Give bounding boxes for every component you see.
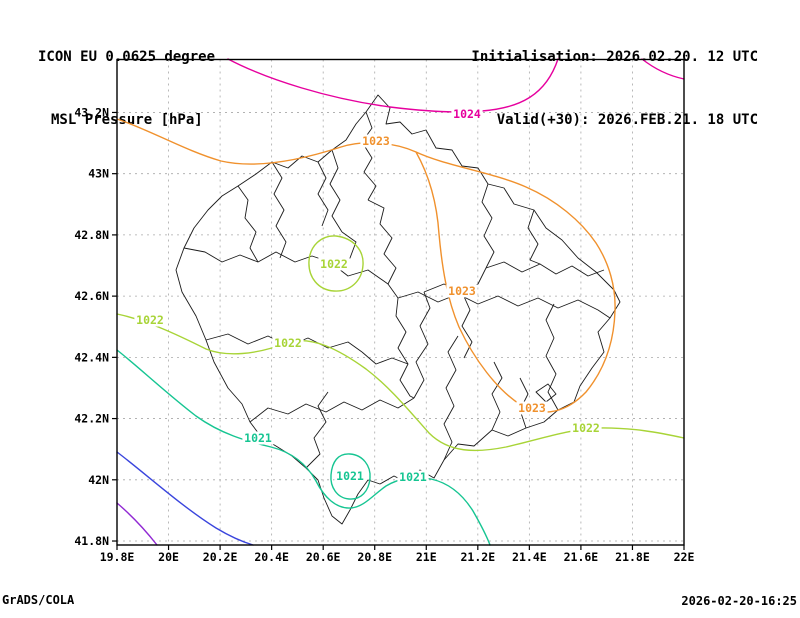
municipality-border bbox=[413, 291, 431, 399]
lon-tick-label: 20.8E bbox=[357, 550, 392, 564]
kosovo-border bbox=[175, 94, 621, 525]
init-time: Initialisation: 2026.02.20. 12 UTC bbox=[471, 49, 758, 65]
contour-1024 bbox=[227, 58, 559, 113]
contour-label: 1023 bbox=[448, 284, 476, 298]
municipality-border bbox=[271, 161, 287, 259]
lon-tick-label: 21E bbox=[416, 550, 437, 564]
lon-tick-label: 21.8E bbox=[615, 550, 650, 564]
contour-1019 bbox=[116, 502, 158, 546]
contour-label-bg bbox=[242, 431, 274, 445]
contour-label: 1021 bbox=[336, 469, 364, 483]
municipality-border bbox=[527, 209, 541, 265]
lat-tick-label: 42.2N bbox=[74, 412, 109, 426]
lon-tick-label: 19.8E bbox=[100, 550, 135, 564]
contour-label: 1021 bbox=[244, 431, 272, 445]
contour-label-bg bbox=[334, 469, 366, 483]
contour-label: 1024 bbox=[453, 107, 481, 121]
contour-label: 1022 bbox=[136, 313, 164, 327]
lon-tick-label: 20.6E bbox=[306, 550, 341, 564]
contour-label-bg bbox=[570, 421, 602, 435]
valid-time: Valid(+30): 2026.FEB.21. 18 UTC bbox=[496, 112, 758, 128]
contour-label: 1022 bbox=[320, 257, 348, 271]
municipality-border bbox=[545, 303, 559, 411]
municipality-border bbox=[491, 361, 503, 431]
contour-label: 1021 bbox=[399, 470, 427, 484]
municipality-border bbox=[481, 183, 495, 269]
lon-tick-label: 21.6E bbox=[564, 550, 599, 564]
municipality-border bbox=[397, 291, 611, 319]
lon-tick-label: 20E bbox=[158, 550, 179, 564]
contour-label-bg bbox=[397, 470, 429, 484]
lon-tick-label: 20.4E bbox=[254, 550, 289, 564]
municipality-border bbox=[367, 199, 399, 299]
municipality-border bbox=[485, 261, 605, 277]
lat-tick-label: 42.6N bbox=[74, 289, 109, 303]
contour-label-bg bbox=[451, 107, 483, 121]
lat-tick-label: 42.4N bbox=[74, 350, 109, 364]
contour-1021 bbox=[116, 349, 491, 546]
lat-tick-label: 42N bbox=[88, 473, 109, 487]
lon-tick-label: 20.2E bbox=[203, 550, 238, 564]
contour-label-bg bbox=[446, 284, 478, 298]
contour-1020 bbox=[116, 451, 254, 546]
municipality-border bbox=[317, 161, 329, 227]
contour-label-bg bbox=[360, 134, 392, 148]
contour-label: 1022 bbox=[572, 421, 600, 435]
contour-1024 bbox=[641, 58, 685, 80]
lon-tick-label: 21.2E bbox=[461, 550, 496, 564]
municipality-border bbox=[249, 397, 415, 423]
contour-label: 1023 bbox=[518, 401, 546, 415]
plot-frame bbox=[116, 58, 685, 546]
municipality-border bbox=[361, 111, 377, 201]
contour-label-bg bbox=[318, 257, 350, 271]
contour-label-bg bbox=[134, 313, 166, 327]
municipality-border bbox=[237, 185, 259, 263]
contour-label: 1022 bbox=[274, 336, 302, 350]
lat-tick-label: 42.8N bbox=[74, 228, 109, 242]
lon-tick-label: 22E bbox=[674, 550, 695, 564]
municipality-border bbox=[361, 351, 409, 365]
grads-credit: GrADS/COLA bbox=[2, 593, 75, 607]
header-right: Initialisation: 2026.02.20. 12 UTC Valid… bbox=[471, 5, 758, 152]
municipality-border bbox=[443, 335, 459, 461]
contour-label-bg bbox=[272, 336, 304, 350]
contour-label: 1023 bbox=[362, 134, 390, 148]
lat-tick-label: 41.8N bbox=[74, 534, 109, 548]
model-title: ICON EU 0.0625 degree bbox=[38, 49, 216, 65]
contour-1023 bbox=[116, 118, 616, 413]
contour-1022 bbox=[308, 235, 364, 292]
municipality-border bbox=[305, 391, 329, 469]
municipality-border bbox=[395, 297, 415, 399]
lat-tick-label: 43.2N bbox=[74, 105, 109, 119]
municipality-border bbox=[535, 383, 557, 403]
lon-tick-label: 21.4E bbox=[512, 550, 547, 564]
lat-tick-label: 43N bbox=[88, 167, 109, 181]
municipality-border bbox=[329, 149, 343, 233]
contour-1021 bbox=[330, 453, 371, 500]
creation-timestamp: 2026-02-20-16:25 bbox=[681, 594, 797, 608]
contour-label-bg bbox=[516, 401, 548, 415]
